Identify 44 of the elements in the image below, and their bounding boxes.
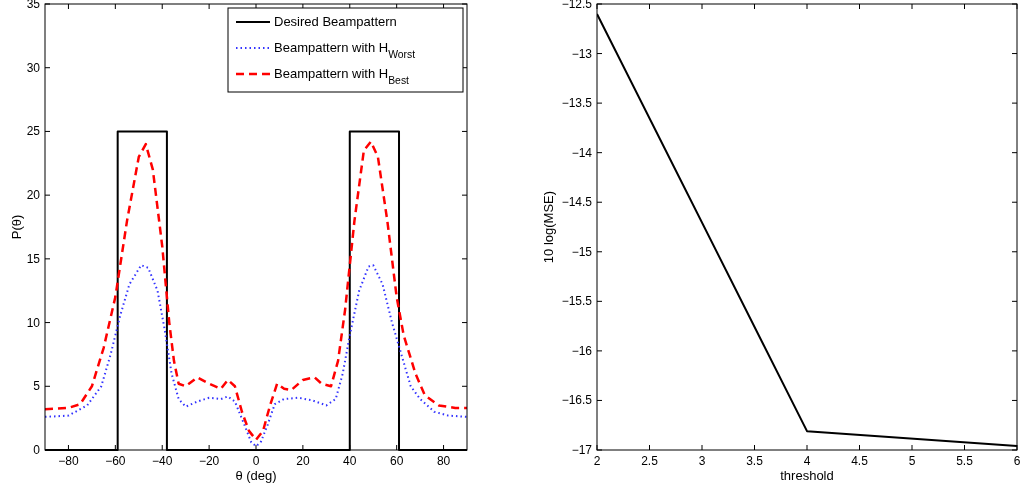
x-tick-label: −20: [198, 454, 220, 468]
x-tick-label: 20: [296, 454, 310, 468]
y-tick-label: 25: [26, 124, 41, 139]
line-series: [45, 264, 467, 448]
x-tick-label: −40: [152, 454, 173, 468]
y-tick-label: 0: [33, 443, 41, 457]
x-tick-label: 0: [252, 454, 260, 468]
x-tick-label: 60: [389, 454, 404, 468]
x-tick-label: 80: [436, 454, 451, 468]
x-tick-label: 6: [1013, 454, 1020, 468]
x-axis-title: threshold: [780, 468, 834, 483]
y-tick-label: −13: [571, 46, 593, 61]
legend-label: Beampattern with H$_{Best}$: [274, 66, 410, 86]
x-tick-label: 4: [803, 454, 811, 468]
y-tick-label: 30: [26, 60, 41, 75]
y-tick-label: 20: [26, 188, 41, 203]
x-tick-label: 3: [698, 454, 706, 468]
x-tick-label: 2.5: [641, 454, 659, 468]
legend-label: Beampattern with H$_{Worst}$: [274, 40, 416, 60]
y-tick-label: −16.5: [561, 393, 593, 408]
x-tick-label: 2: [593, 454, 601, 468]
y-tick-label: −12.5: [561, 0, 593, 11]
y-tick-label: 10: [26, 315, 41, 330]
y-tick-label: −14.5: [561, 195, 593, 210]
x-tick-label: −60: [105, 454, 126, 468]
y-tick-label: −15.5: [561, 294, 593, 309]
y-tick-label: 15: [26, 251, 41, 266]
y-tick-label: −15: [571, 244, 593, 259]
x-axis-title: θ (deg): [235, 468, 277, 483]
x-tick-label: 5.5: [956, 454, 974, 468]
x-tick-label: 5: [908, 454, 916, 468]
y-tick-label: −13.5: [561, 96, 593, 111]
y-tick-label: −17: [571, 443, 593, 457]
y-tick-label: 5: [33, 379, 41, 394]
x-tick-label: −80: [58, 454, 79, 468]
y-tick-label: −14: [571, 145, 593, 160]
y-tick-label: −16: [571, 343, 593, 358]
x-tick-label: 4.5: [851, 454, 869, 468]
y-tick-label: 35: [26, 0, 41, 11]
x-tick-label: 3.5: [746, 454, 764, 468]
y-axis-title: 10 log(MSE): [541, 190, 556, 264]
y-axis-title: P(θ): [9, 214, 24, 240]
legend-label: Desired Beampattern: [274, 14, 397, 29]
x-tick-label: 40: [343, 454, 357, 468]
